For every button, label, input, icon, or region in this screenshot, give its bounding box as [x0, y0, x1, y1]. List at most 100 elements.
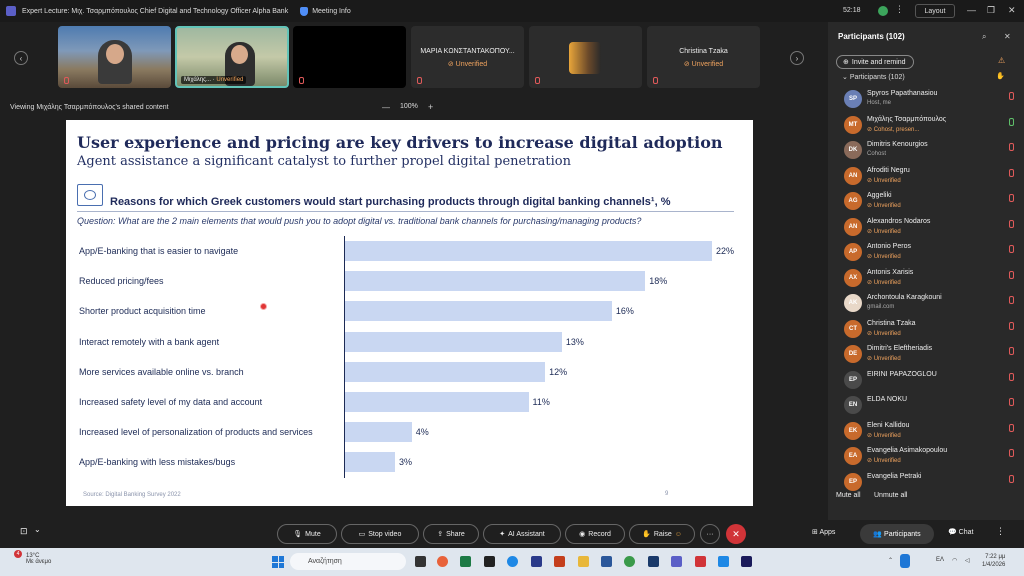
mic-muted-icon[interactable]: [1009, 474, 1014, 483]
next-arrow-icon[interactable]: ›: [790, 51, 804, 65]
excel-icon[interactable]: [460, 556, 471, 567]
mute-all-button[interactable]: Mute all: [836, 492, 861, 499]
layout-button[interactable]: Layout: [915, 4, 955, 18]
app-icon[interactable]: [718, 556, 729, 567]
shield-icon[interactable]: [300, 6, 309, 16]
prev-arrow-icon[interactable]: ‹: [14, 51, 28, 65]
mic-muted-icon[interactable]: [1009, 347, 1014, 355]
video-tile-1[interactable]: [58, 26, 171, 88]
mic-muted-icon[interactable]: [1009, 92, 1014, 100]
person-add-icon: ⊕: [843, 59, 849, 66]
chrome-icon[interactable]: [624, 556, 635, 567]
word-icon[interactable]: [601, 556, 612, 567]
maximize-icon[interactable]: ❐: [987, 5, 996, 15]
video-tile-4[interactable]: ΜΑΡΙΑ ΚΩΝΣΤΑΝΤΑΚΟΠΟΥ... ⊘ Unverified: [411, 26, 524, 88]
participants-section[interactable]: ⌄ Participants (102): [842, 74, 905, 81]
mic-muted-icon[interactable]: [1009, 219, 1014, 228]
participant-status: ⊘ Unverified: [867, 356, 901, 362]
mic-tray-icon[interactable]: [900, 554, 910, 568]
mic-muted-icon[interactable]: [1009, 449, 1014, 457]
participant-row[interactable]: AN Afroditi Negru ⊘ Unverified: [844, 165, 1014, 190]
task-view-icon[interactable]: [415, 556, 426, 567]
raise-button[interactable]: ✋ Raise ☺: [629, 524, 695, 544]
store-icon[interactable]: [531, 556, 542, 567]
mic-muted-icon[interactable]: [1009, 245, 1014, 253]
apps-button[interactable]: ⊞ Apps: [812, 529, 836, 536]
firefox-icon[interactable]: [437, 556, 448, 567]
edge-icon[interactable]: [507, 556, 518, 567]
participant-row[interactable]: EA Evangelia Asimakopoulou ⊘ Unverified: [844, 445, 1014, 470]
lock-icon[interactable]: ⚠: [998, 56, 1006, 65]
mic-muted-icon[interactable]: [1009, 168, 1014, 177]
more-options-icon[interactable]: ⋮: [895, 4, 904, 14]
webex-taskbar-icon[interactable]: [648, 556, 659, 567]
video-tile-2[interactable]: Μιχάλης... · Unverified: [175, 26, 289, 88]
taskbar-search[interactable]: Αναζήτηση: [290, 553, 406, 570]
record-button[interactable]: ◉ Record: [565, 524, 625, 544]
mic-muted-icon[interactable]: [1009, 296, 1014, 304]
participant-row[interactable]: EK Eleni Kallidou ⊘ Unverified: [844, 420, 1014, 445]
viewing-label: Viewing Μιχάλης Τσαρμπόπουλος's shared c…: [10, 104, 169, 111]
powerpoint-icon[interactable]: [554, 556, 565, 567]
participant-row[interactable]: EP Evangelia Petraki: [844, 471, 1014, 496]
start-icon[interactable]: [272, 556, 284, 568]
mic-muted-icon[interactable]: [1009, 321, 1014, 330]
tray-chevron-icon[interactable]: ⌃: [888, 558, 894, 564]
meeting-info-link[interactable]: Meeting Info: [312, 7, 351, 15]
wifi-icon[interactable]: ◠: [952, 558, 958, 564]
weather-widget[interactable]: 4 13°C Με άνεμο: [8, 550, 51, 565]
mic-on-icon[interactable]: [1009, 117, 1014, 126]
volume-icon[interactable]: ◁: [965, 558, 970, 564]
participant-row[interactable]: AK Archontoula Karagkouni gmail.com: [844, 292, 1014, 317]
minimize-icon[interactable]: —: [967, 5, 976, 15]
participant-row[interactable]: MT Μιχάλης Τσαρμπόπουλος ⊘ Cohost, presen.…: [844, 114, 1014, 139]
more-options-icon[interactable]: ⋮: [996, 526, 1005, 536]
search-icon[interactable]: ⌕: [982, 32, 987, 41]
chevron-down-icon[interactable]: ⌄: [34, 525, 41, 534]
close-icon[interactable]: ✕: [1008, 5, 1016, 15]
invite-button[interactable]: ⊕ Invite and remind: [836, 55, 914, 69]
share-button[interactable]: ⇪ Share: [423, 524, 479, 544]
unmute-all-button[interactable]: Unmute all: [874, 492, 908, 499]
participant-row[interactable]: AN Alexandros Nodaros ⊘ Unverified: [844, 216, 1014, 241]
participant-row[interactable]: AX Antonis Xarisis ⊘ Unverified: [844, 267, 1014, 292]
webex-icon[interactable]: [741, 556, 752, 567]
chat-button[interactable]: 💬 Chat: [948, 529, 974, 536]
leave-meeting-button[interactable]: ✕: [726, 524, 746, 544]
zoom-in-icon[interactable]: +: [428, 102, 434, 112]
mute-button[interactable]: 🎙 Mute: [277, 524, 337, 544]
teams-icon[interactable]: [671, 556, 682, 567]
security-icon[interactable]: [878, 6, 888, 16]
stop-video-button[interactable]: ▭ Stop video: [341, 524, 419, 544]
participants-button[interactable]: 👥 Participants: [860, 524, 934, 544]
participant-row[interactable]: CT Christina Tzaka ⊘ Unverified: [844, 318, 1014, 343]
file-explorer-icon[interactable]: [578, 556, 589, 567]
mic-muted-icon[interactable]: [1009, 398, 1014, 406]
zoom-out-icon[interactable]: —: [382, 103, 390, 112]
captions-icon[interactable]: ⊡: [20, 526, 28, 536]
video-tile-5[interactable]: [529, 26, 642, 88]
mic-muted-icon[interactable]: [1009, 143, 1014, 151]
mic-muted-icon[interactable]: [1009, 270, 1014, 279]
video-tile-3[interactable]: [293, 26, 406, 88]
system-clock[interactable]: 7:22 μμ 1/4/2026: [982, 553, 1005, 569]
participant-row[interactable]: EN ELDA NOKU: [844, 394, 1014, 419]
participant-row[interactable]: SP Spyros Papathanasiou Host, me: [844, 88, 1014, 113]
mic-muted-icon[interactable]: [1009, 423, 1014, 432]
app-icon[interactable]: [484, 556, 495, 567]
close-icon[interactable]: ✕: [1004, 32, 1011, 41]
video-tile-6[interactable]: Christina Tzaka ⊘ Unverified: [647, 26, 760, 88]
more-button[interactable]: ···: [700, 524, 720, 544]
participant-row[interactable]: AP Antonio Peros ⊘ Unverified: [844, 241, 1014, 266]
participant-row[interactable]: EP EIRINI PAPAZOGLOU: [844, 369, 1014, 394]
participant-row[interactable]: DE Dimitri's Eleftheriadis ⊘ Unverified: [844, 343, 1014, 368]
participant-row[interactable]: AG Aggeliki ⊘ Unverified: [844, 190, 1014, 215]
avatar: AG: [844, 192, 862, 210]
app-icon[interactable]: [695, 556, 706, 567]
ai-assistant-button[interactable]: ✦ AI Assistant: [483, 524, 561, 544]
mic-muted-icon[interactable]: [1009, 372, 1014, 381]
mic-muted-icon[interactable]: [1009, 194, 1014, 202]
participant-name: Antonio Peros: [867, 243, 911, 250]
language-indicator[interactable]: ΕΛ: [936, 557, 945, 563]
participant-row[interactable]: DK Dimitris Kenourgios Cohost: [844, 139, 1014, 164]
